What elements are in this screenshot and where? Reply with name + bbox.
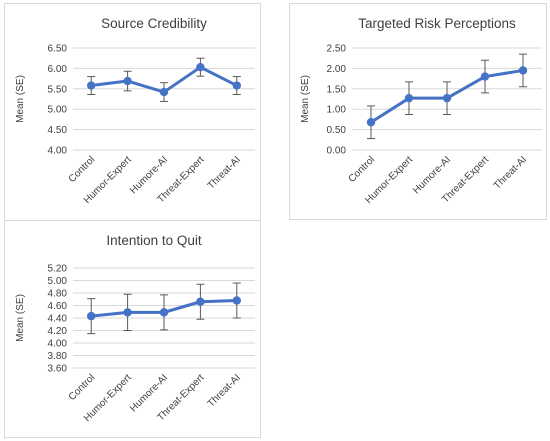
data-point	[159, 87, 169, 97]
y-tick-label: 4.00	[48, 146, 68, 157]
chart-panel-targeted-risk-perceptions: Targeted Risk Perceptions Mean (SE) 2.50 2.…	[289, 3, 547, 220]
y-tick-label: 5.00	[48, 276, 68, 287]
x-tick-label: Control	[67, 372, 98, 403]
data-point	[518, 66, 528, 75]
data-point	[87, 311, 96, 321]
y-tick-label: 2.00	[327, 64, 347, 75]
x-tick-label: Threat-AI	[492, 154, 529, 191]
data-point	[404, 93, 414, 103]
chart-svg: Source Credibility Mean (SE) 6.50 6.00 5.50 5…	[15, 16, 255, 206]
y-tick-label: 4.80	[48, 289, 68, 300]
data-point	[196, 297, 205, 306]
chart-title: Intention to Quit	[106, 233, 202, 248]
x-tick-label: Control	[67, 154, 98, 185]
chart-panel-source-credibility: Source Credibility Mean (SE) 6.50 6.00 5.50 5…	[4, 3, 261, 222]
y-tick-label: 4.60	[48, 301, 68, 312]
data-point	[232, 81, 241, 90]
y-axis-label: Mean (SE)	[15, 75, 26, 123]
y-tick-label: 5.20	[48, 264, 68, 275]
chart-panel-intention-to-quit: Intention to Quit Mean (SE) 5.20 5.00 4.80 4.…	[4, 220, 261, 438]
data-point	[196, 62, 205, 72]
data-point	[480, 72, 490, 81]
y-tick-label: 6.50	[48, 44, 68, 55]
y-tick-label: 5.00	[48, 105, 68, 116]
y-tick-label: 3.80	[48, 351, 68, 362]
chart-title: Targeted Risk Perceptions	[358, 16, 516, 31]
x-tick-label: Control	[347, 154, 378, 185]
y-tick-label: 4.50	[48, 125, 68, 136]
data-point	[123, 76, 132, 86]
y-axis-label: Mean (SE)	[300, 75, 311, 123]
y-tick-label: 5.50	[48, 84, 68, 95]
y-tick-label: 4.20	[48, 326, 68, 337]
data-point	[159, 308, 169, 317]
y-tick-label: 0.00	[327, 146, 347, 157]
x-tick-label: Threat-AI	[206, 372, 243, 409]
y-tick-label: 6.00	[48, 64, 68, 75]
y-tick-label: 1.00	[327, 105, 347, 116]
y-tick-label: 3.60	[48, 364, 68, 375]
data-point	[232, 296, 241, 305]
x-tick-label: Threat-AI	[206, 154, 243, 191]
chart-title: Source Credibility	[101, 16, 207, 31]
data-point	[123, 308, 132, 317]
y-tick-label: 4.00	[48, 339, 68, 350]
y-tick-label: 4.40	[48, 314, 68, 325]
y-tick-label: 2.50	[327, 44, 347, 55]
data-point	[366, 118, 376, 127]
chart-svg: Targeted Risk Perceptions Mean (SE) 2.50 2.…	[300, 16, 542, 206]
y-tick-label: 0.50	[327, 125, 347, 136]
data-point	[442, 93, 452, 103]
data-point	[87, 81, 96, 90]
y-tick-label: 1.50	[327, 84, 347, 95]
y-axis-label: Mean (SE)	[15, 294, 26, 342]
